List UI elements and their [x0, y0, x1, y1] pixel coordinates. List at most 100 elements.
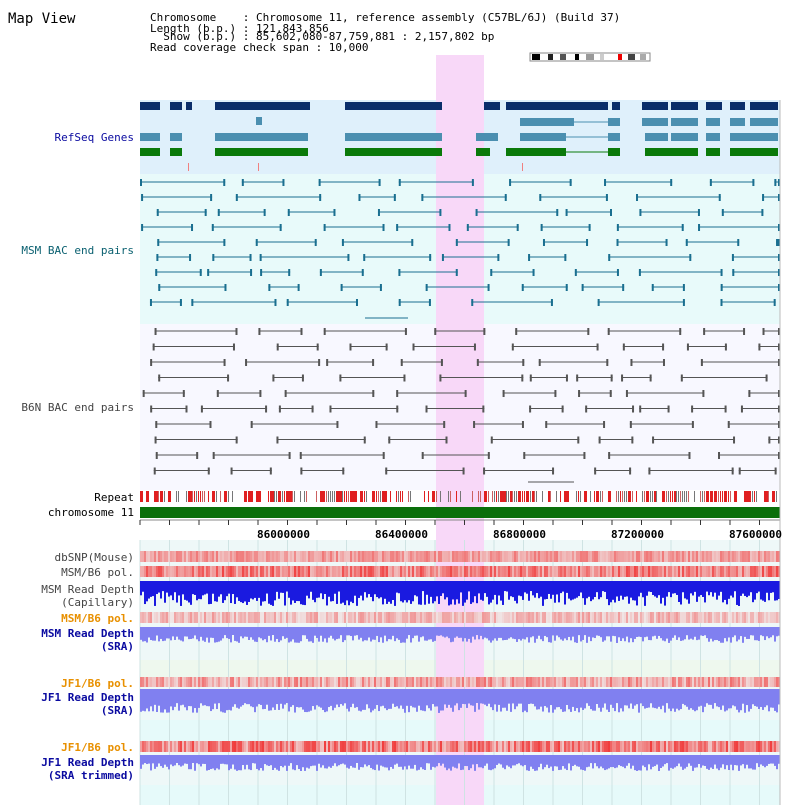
msm-bac-pair	[487, 284, 490, 291]
msm-b6-pol-strip	[338, 566, 340, 577]
msm-sra-depth-bar	[522, 627, 524, 639]
jf1-b6-pol-strip	[354, 677, 356, 687]
jf1-b6-pol-strip	[496, 677, 498, 687]
jf1-trim-depth-bar	[640, 755, 642, 771]
msm-b6-pol-strip	[242, 566, 244, 577]
jf1-b6-pol-strip	[744, 677, 746, 687]
jf1-sra-depth-bar	[188, 689, 190, 707]
msm-sra-depth-bar	[690, 627, 692, 639]
dbsnp-strip	[256, 551, 258, 562]
msm-sra-depth-bar	[382, 627, 384, 643]
dbsnp-strip	[696, 551, 698, 562]
jf1-sra-depth-bar	[420, 689, 422, 711]
jf1-b6-pol-strip	[530, 677, 532, 687]
jf1-trim-depth-bar	[484, 755, 486, 766]
dbsnp-strip	[670, 551, 672, 562]
label-b6n-bac[interactable]: B6N BAC end pairs	[21, 401, 134, 414]
axis-tick-label: 87200000	[611, 528, 664, 541]
dbsnp-strip	[242, 551, 244, 562]
jf1-b6-pol-strip	[648, 741, 650, 752]
dbsnp-strip	[600, 551, 602, 562]
msm-sra-depth-bar	[508, 627, 510, 639]
jf1-trim-depth-bar	[336, 755, 338, 767]
jf1-b6-pol-strip	[200, 677, 202, 687]
msm-bac-pair	[425, 284, 428, 291]
msm-cap-depth-bar	[478, 581, 480, 594]
b6n-bac-pair	[288, 452, 291, 459]
label-dbsnp[interactable]: dbSNP(Mouse)	[54, 551, 134, 564]
jf1-trim-depth-bar	[264, 755, 266, 765]
jf1-b6-pol-strip	[718, 677, 720, 687]
dbsnp-strip	[666, 551, 668, 562]
msm-b6-pol-strip	[526, 612, 528, 623]
dbsnp-strip	[662, 551, 664, 562]
msm-b6-pol-strip	[422, 612, 424, 623]
label-refseq-genes[interactable]: RefSeq Genes	[54, 131, 134, 144]
msm-b6-pol-strip	[386, 566, 388, 577]
msm-cap-depth-bar	[204, 581, 206, 595]
dbsnp-strip	[676, 551, 678, 562]
dbsnp-strip	[772, 551, 774, 562]
jf1-trim-depth-bar	[744, 755, 746, 769]
jf1-b6-pol-strip	[462, 741, 464, 752]
jf1-sra-depth-bar	[754, 689, 756, 706]
jf1-sra-depth-bar	[592, 689, 594, 711]
label-msm-b6-pol-2[interactable]: MSM/B6 pol.	[61, 612, 134, 625]
msm-cap-depth-bar	[710, 581, 712, 593]
msm-sra-depth-bar	[302, 627, 304, 636]
jf1-sra-depth-bar	[732, 689, 734, 706]
jf1-sra-depth-bar	[564, 689, 566, 712]
jf1-sra-depth-bar	[742, 689, 744, 704]
jf1-sra-depth-bar	[170, 689, 172, 707]
msm-sra-depth-bar	[584, 627, 586, 636]
b6n-bac-pair	[349, 343, 352, 351]
msm-b6-pol-strip	[290, 612, 292, 623]
jf1-sra-depth-bar	[654, 689, 656, 709]
jf1-trim-depth-bar	[488, 755, 490, 770]
label-msm-read-depth-sra[interactable]: MSM Read Depth	[41, 627, 134, 640]
jf1-b6-pol-strip	[210, 677, 212, 687]
jf1-b6-pol-strip	[254, 741, 256, 752]
msm-cap-depth-bar	[774, 581, 776, 601]
jf1-trim-depth-bar	[532, 755, 534, 769]
label-msm-bac[interactable]: MSM BAC end pairs	[21, 244, 134, 257]
dbsnp-strip	[698, 551, 700, 562]
repeat-mark	[704, 491, 705, 502]
label-jf1-b6-pol[interactable]: JF1/B6 pol.	[61, 677, 134, 690]
msm-sra-depth-bar	[388, 627, 390, 640]
b6n-bac-pair	[207, 467, 210, 475]
dbsnp-strip	[446, 551, 448, 562]
msm-b6-pol-strip	[378, 566, 380, 577]
label-msm-b6-pol[interactable]: MSM/B6 pol.	[61, 566, 134, 579]
jf1-b6-pol-strip	[216, 741, 218, 752]
b6n-bac-pair	[230, 467, 233, 475]
repeat-mark	[720, 491, 721, 502]
msm-b6-pol-strip	[416, 566, 418, 577]
msm-b6-pol-strip	[638, 612, 640, 623]
msm-b6-pol-strip	[504, 566, 506, 577]
label-jf1-b6-pol-2[interactable]: JF1/B6 pol.	[61, 741, 134, 754]
b6n-bac-pair	[521, 421, 524, 428]
label-jf1-read-depth-sra[interactable]: JF1 Read Depth	[41, 691, 134, 704]
label-jf1-read-depth-trimmed[interactable]: JF1 Read Depth	[41, 756, 134, 769]
label-msm-read-depth-cap[interactable]: MSM Read Depth	[41, 583, 134, 596]
msm-b6-pol-strip	[684, 612, 686, 623]
jf1-b6-pol-strip	[256, 677, 258, 687]
jf1-trim-depth-bar	[242, 755, 244, 766]
jf1-b6-pol-strip	[616, 741, 618, 752]
msm-cap-depth-bar	[384, 581, 386, 599]
msm-b6-pol-strip	[648, 612, 650, 623]
msm-cap-depth-bar	[174, 581, 176, 593]
jf1-b6-pol-strip	[448, 677, 450, 687]
jf1-b6-pol-strip	[648, 677, 650, 687]
jf1-trim-depth-bar	[408, 755, 410, 766]
jf1-sra-depth-bar	[466, 689, 468, 708]
jf1-sra-depth-bar	[336, 689, 338, 705]
jf1-b6-pol-strip	[750, 741, 752, 752]
msm-cap-depth-bar	[230, 581, 232, 604]
jf1-b6-pol-strip	[344, 677, 346, 687]
msm-b6-pol-strip	[146, 612, 148, 623]
msm-sra-depth-bar	[742, 627, 744, 643]
jf1-sra-depth-bar	[724, 689, 726, 712]
